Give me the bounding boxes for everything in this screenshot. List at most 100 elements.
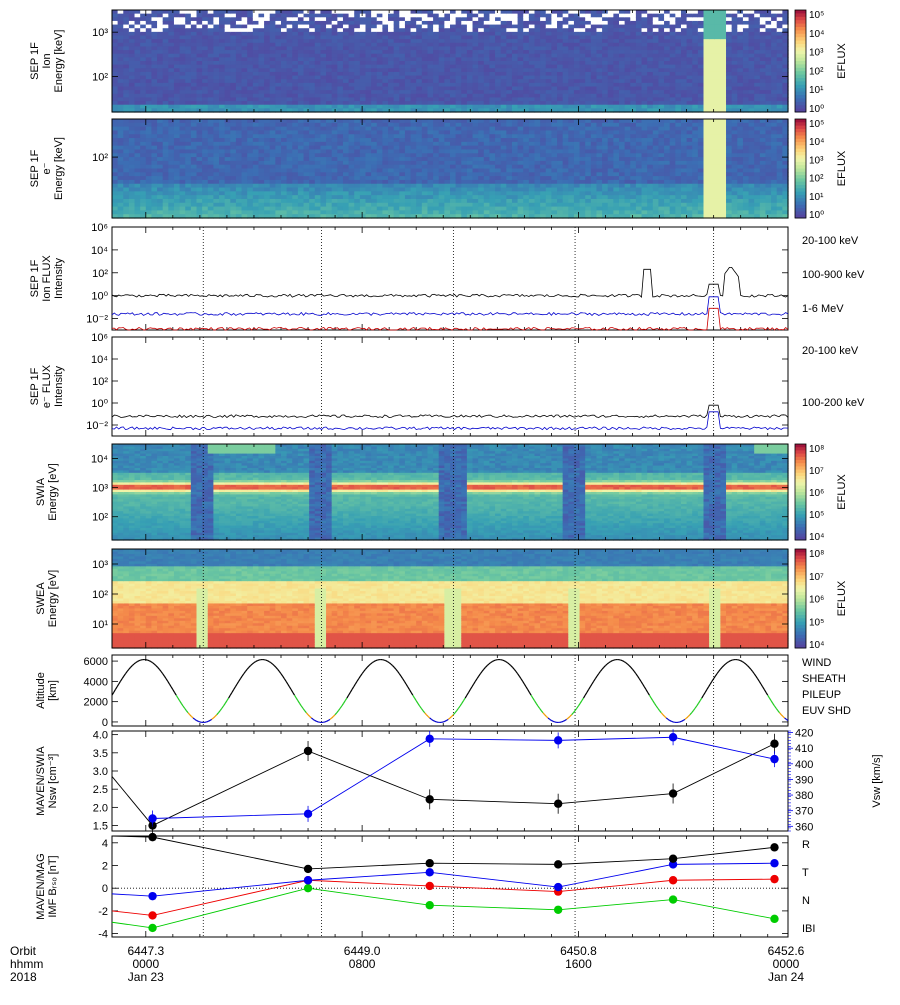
spectrogram-cell (748, 101, 755, 106)
spectrogram-cell (320, 206, 327, 211)
spectrogram-cell (275, 46, 282, 51)
spectrogram-cell (613, 39, 620, 44)
spectrogram-cell (196, 210, 203, 215)
spectrogram-cell (292, 86, 299, 91)
spectrogram-cell (202, 153, 209, 158)
spectrogram-cell (697, 97, 705, 102)
spectrogram-cell (596, 50, 603, 55)
spectrogram-cell (371, 141, 378, 147)
spectrogram-cell (320, 145, 327, 151)
spectrogram-cell (585, 82, 592, 88)
spectrogram-cell (179, 57, 186, 62)
spectrogram-cell (190, 141, 198, 147)
spectrogram-cell (264, 10, 271, 15)
spectrogram-cell (748, 86, 755, 91)
spectrogram-cell (630, 10, 637, 15)
spectrogram-cell (219, 195, 226, 200)
spectrogram-cell (658, 24, 665, 29)
spectrogram-cell (754, 20, 761, 26)
spectrogram-cell (450, 130, 457, 135)
spectrogram-cell (602, 90, 609, 95)
spectrogram-cell (557, 39, 564, 44)
spectrogram-cell (371, 126, 378, 132)
spectrogram-cell (112, 164, 119, 170)
spectrogram-cell (489, 31, 496, 37)
spectrogram-cell (540, 57, 547, 62)
spectrogram-cell (264, 119, 271, 124)
spectrogram-cell (303, 17, 310, 22)
spectrogram-cell (545, 64, 552, 69)
spectrogram-cell (258, 35, 265, 40)
spectrogram-cell (371, 42, 378, 48)
spectrogram-cell (545, 71, 552, 77)
spectrogram-cell (461, 35, 468, 40)
spectrogram-cell (709, 35, 716, 40)
spectrogram-cell (771, 97, 778, 102)
spectrogram-cell (140, 20, 147, 26)
spectrogram-cell (303, 126, 310, 132)
spectrogram-cell (112, 46, 119, 51)
spectrogram-cell (630, 53, 637, 58)
spectrogram-cell (635, 42, 643, 48)
spectrogram-cell (326, 75, 333, 80)
spectrogram-cell (173, 71, 181, 77)
spectrogram-cell (388, 210, 395, 215)
spectrogram-cell (224, 64, 231, 69)
spectrogram-cell (455, 195, 462, 200)
spectrogram-cell (523, 93, 530, 99)
spectrogram-cell (416, 141, 423, 147)
spectrogram-cell (303, 93, 310, 99)
spectrogram-cell (427, 198, 434, 204)
spectrogram-cell (359, 210, 367, 215)
spectrogram-cell (224, 71, 231, 77)
spectrogram-cell (219, 50, 226, 55)
spectrogram-cell (737, 53, 744, 58)
spectrogram-cell (252, 10, 260, 15)
spectrogram-cell (737, 31, 744, 37)
spectrogram-cell (235, 122, 243, 128)
spectrogram-cell (190, 71, 198, 77)
spectrogram-cell (123, 104, 130, 109)
spectrogram-cell (219, 71, 226, 77)
spectrogram-cell (173, 104, 181, 109)
spectrogram-cell (320, 138, 327, 143)
spectrogram-cell (506, 61, 513, 66)
spectrogram-cell (483, 20, 491, 26)
spectrogram-cell (652, 57, 660, 62)
spectrogram-cell (511, 64, 519, 69)
spectrogram-cell (117, 126, 124, 132)
spectrogram-cell (202, 28, 209, 33)
spectrogram-cell (506, 50, 513, 55)
spectrogram-cell (410, 101, 417, 106)
spectrogram-cell (523, 97, 530, 102)
spectrogram-cell (230, 130, 237, 135)
spectrogram-cell (557, 64, 564, 69)
spectrogram-cell (765, 61, 772, 66)
spectrogram-cell (444, 24, 451, 29)
spectrogram-cell (579, 93, 586, 99)
spectrogram-cell (573, 75, 581, 80)
spectrogram-cell (410, 141, 417, 147)
spectrogram-cell (190, 138, 198, 143)
spectrogram-cell (303, 24, 310, 29)
spectrogram-cell (365, 13, 372, 18)
spectrogram-cell (342, 149, 350, 154)
spectrogram-cell (202, 50, 209, 55)
spectrogram-cell (438, 138, 445, 143)
spectrogram-cell (241, 90, 248, 95)
spectrogram-cell (331, 172, 338, 177)
spectrogram-cell (613, 64, 620, 69)
spectrogram-cell (359, 108, 367, 113)
spectrogram-cell (168, 68, 175, 73)
spectrogram-cell (579, 53, 586, 58)
spectrogram-cell (258, 202, 265, 208)
spectrogram-cell (669, 50, 676, 55)
spectrogram-cell (771, 79, 778, 84)
spectrogram-cell (264, 122, 271, 128)
spectrogram-cell (134, 160, 141, 166)
spectrogram-cell (275, 57, 282, 62)
spectrogram-cell (376, 179, 383, 185)
spectrogram-cell (326, 82, 333, 88)
spectrogram-cell (782, 64, 789, 69)
spectrogram-cell (466, 68, 474, 73)
